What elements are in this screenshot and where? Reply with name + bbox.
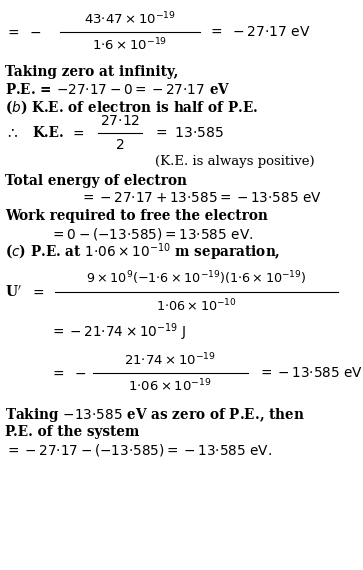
- Text: $1{\cdot}6\times10^{-19}$: $1{\cdot}6\times10^{-19}$: [92, 36, 168, 54]
- Text: Taking $-13{\cdot}585$ eV as zero of P.E., then: Taking $-13{\cdot}585$ eV as zero of P.E…: [5, 406, 305, 424]
- Text: $=$: $=$: [70, 126, 85, 140]
- Text: K.E.: K.E.: [32, 126, 64, 140]
- Text: $= \ -$: $= \ -$: [5, 25, 41, 39]
- Text: (K.E. is always positive): (K.E. is always positive): [155, 156, 315, 169]
- Text: $= 0 - (-13{\cdot}585) = 13{\cdot}585\ \mathrm{eV.}$: $= 0 - (-13{\cdot}585) = 13{\cdot}585\ \…: [50, 226, 253, 242]
- Text: $1{\cdot}06\times10^{-19}$: $1{\cdot}06\times10^{-19}$: [128, 378, 212, 394]
- Text: $= -27{\cdot}17 - (-13{\cdot}585) = -13{\cdot}585\ \mathrm{eV.}$: $= -27{\cdot}17 - (-13{\cdot}585) = -13{…: [5, 442, 272, 458]
- Text: $=\ -27{\cdot}17\ \mathrm{eV}$: $=\ -27{\cdot}17\ \mathrm{eV}$: [208, 25, 311, 39]
- Text: $= \ -$: $= \ -$: [50, 366, 86, 380]
- Text: ($c$) P.E. at $1{\cdot}06\times10^{-10}$ m separation,: ($c$) P.E. at $1{\cdot}06\times10^{-10}$…: [5, 241, 280, 263]
- Text: Total energy of electron: Total energy of electron: [5, 174, 187, 188]
- Text: $1{\cdot}06\times10^{-10}$: $1{\cdot}06\times10^{-10}$: [156, 298, 236, 314]
- Text: $27{\cdot}12$: $27{\cdot}12$: [100, 114, 140, 128]
- Text: $2$: $2$: [115, 138, 125, 152]
- Text: $21{\cdot}74\times10^{-19}$: $21{\cdot}74\times10^{-19}$: [124, 352, 216, 368]
- Text: $=$: $=$: [30, 285, 45, 299]
- Text: P.E. = $-27{\cdot}17 - 0 = -27{\cdot}17$ eV: P.E. = $-27{\cdot}17 - 0 = -27{\cdot}17$…: [5, 82, 231, 96]
- Text: $43{\cdot}47\times10^{-19}$: $43{\cdot}47\times10^{-19}$: [84, 11, 176, 27]
- Text: $= -21{\cdot}74\times10^{-19}\ \mathrm{J}$: $= -21{\cdot}74\times10^{-19}\ \mathrm{J…: [50, 321, 186, 343]
- Text: $= -27{\cdot}17 + 13{\cdot}585 = -13{\cdot}585\ \mathrm{eV}$: $= -27{\cdot}17 + 13{\cdot}585 = -13{\cd…: [80, 191, 322, 205]
- Text: Taking zero at infinity,: Taking zero at infinity,: [5, 65, 178, 79]
- Text: U$'$: U$'$: [5, 284, 22, 300]
- Text: ($b$) K.E. of electron is half of P.E.: ($b$) K.E. of electron is half of P.E.: [5, 98, 258, 116]
- Text: $9\times10^{9}(-1{\cdot}6\times10^{-19})(1{\cdot}6\times10^{-19})$: $9\times10^{9}(-1{\cdot}6\times10^{-19})…: [86, 269, 306, 287]
- Text: $= -13{\cdot}585\ \mathrm{eV}$: $= -13{\cdot}585\ \mathrm{eV}$: [258, 366, 363, 380]
- Text: Work required to free the electron: Work required to free the electron: [5, 209, 268, 223]
- Text: $= \ 13{\cdot}585$: $= \ 13{\cdot}585$: [153, 126, 224, 140]
- Text: P.E. of the system: P.E. of the system: [5, 425, 139, 439]
- Text: $\therefore$: $\therefore$: [5, 126, 19, 140]
